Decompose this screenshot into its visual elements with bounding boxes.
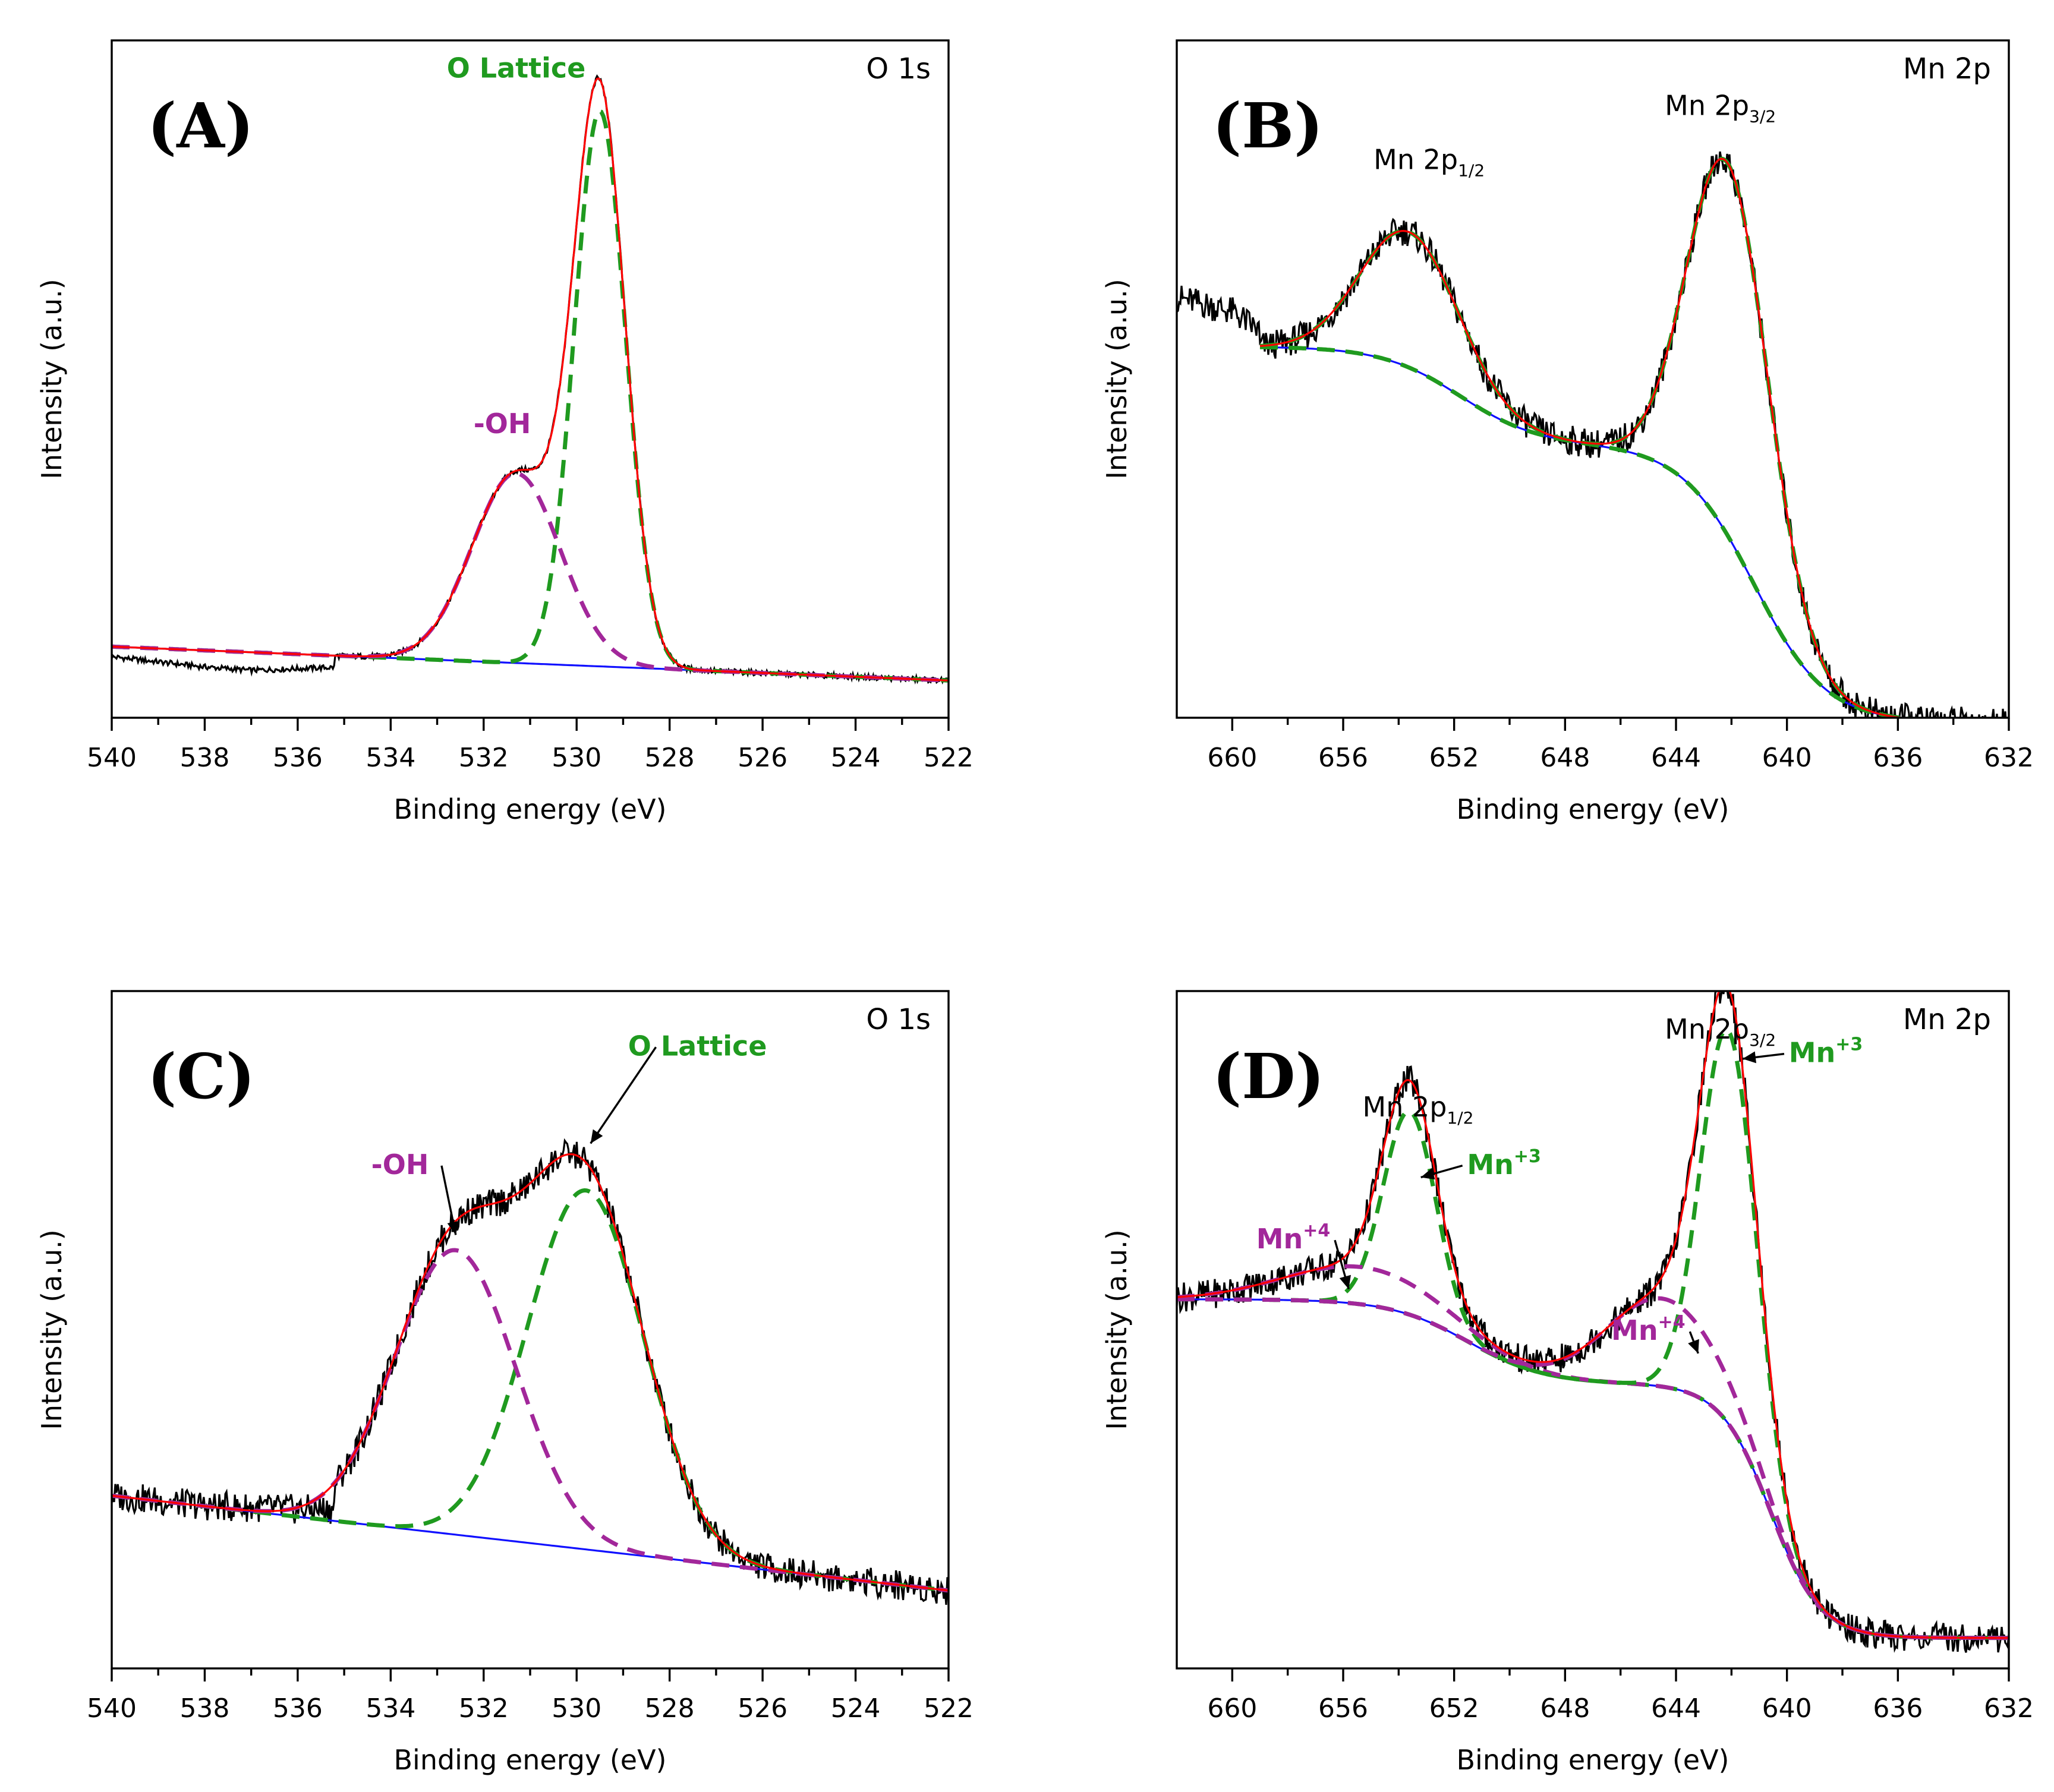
x-tick-label: 540: [87, 1693, 137, 1724]
panel-B: 660 656 652 648 644 640 636 632 Binding energy (…: [1101, 39, 2034, 825]
y-axis-title: Intensity (a.u.): [1101, 279, 1133, 479]
x-tick-label: 632: [1984, 1693, 2034, 1724]
raw-spectrum-line: [112, 1138, 949, 1605]
panel-A: 540 538 536 534 532 530 528 526 524 522 Binding en…: [36, 39, 974, 825]
x-tick-label: 640: [1762, 743, 1812, 773]
x-tick-label: 530: [552, 1693, 601, 1724]
arrowhead: [1743, 1051, 1757, 1064]
panel-C: 540 538 536 534 532 530 528 526 524 522 Binding en…: [36, 990, 974, 1776]
component-peak-2: [112, 1248, 949, 1593]
x-tick-label: 636: [1873, 743, 1923, 773]
x-tick-label: 652: [1429, 1693, 1479, 1724]
component-peak-1: [1177, 1109, 2009, 1640]
x-tick-label: 528: [645, 743, 695, 773]
x-tick-label: 648: [1540, 1693, 1590, 1724]
peak-annotation: Mn+3: [1789, 1034, 1863, 1069]
peak-annotation: O Lattice: [628, 1030, 767, 1062]
region-label: Mn 2p: [1903, 52, 1991, 86]
panel-letter: (D): [1212, 1040, 1325, 1113]
x-tick-label: 660: [1207, 743, 1257, 773]
plot-area: [1177, 151, 2007, 718]
x-tick-label: 660: [1207, 1693, 1257, 1724]
x-tick-label: 538: [179, 1693, 229, 1724]
x-tick-label: 536: [273, 743, 323, 773]
arrowhead: [1420, 1168, 1435, 1180]
component-peak-1: [1259, 229, 1921, 718]
panel-letter: (A): [147, 89, 254, 162]
x-tick-label: 532: [459, 743, 509, 773]
x-tick-label: 652: [1429, 743, 1479, 773]
peak-annotation: Mn 2p3/2: [1665, 89, 1776, 126]
peak-annotation: Mn+4: [1611, 1312, 1686, 1346]
x-tick-label: 532: [459, 1693, 509, 1724]
x-tick-label: 534: [366, 743, 415, 773]
peak-annotation: Mn+4: [1256, 1220, 1331, 1255]
x-axis-title: Binding energy (eV): [1456, 1744, 1729, 1776]
x-tick-label: 530: [552, 743, 601, 773]
component-peak-2: [112, 471, 949, 683]
x-tick-label: 640: [1762, 1693, 1812, 1724]
x-tick-label: 538: [179, 743, 229, 773]
x-tick-label: 540: [87, 743, 137, 773]
raw-spectrum-line: [1177, 151, 2007, 718]
panel-D: 660 656 652 648 644 640 636 632 Binding energy (…: [1101, 990, 2034, 1776]
y-axis-title: Intensity (a.u.): [36, 279, 68, 479]
fit-envelope-line: [1259, 157, 1908, 718]
x-tick-label: 644: [1651, 743, 1701, 773]
arrowhead: [1688, 1339, 1699, 1354]
fit-envelope-line: [1177, 991, 2009, 1639]
peak-annotation: -OH: [474, 408, 531, 440]
x-tick-label: 526: [738, 743, 787, 773]
plot-area: [112, 74, 949, 685]
x-tick-label: 648: [1540, 743, 1590, 773]
plot-area: [1177, 991, 2009, 1653]
x-axis-title: Binding energy (eV): [1456, 793, 1729, 825]
plot-frame: [1176, 990, 2010, 1670]
background-line: [1259, 346, 1908, 718]
x-tick-label: 632: [1984, 743, 2034, 773]
x-tick-label: 524: [831, 1693, 881, 1724]
plot-frame: [1176, 39, 2010, 719]
x-tick-label: 526: [738, 1693, 787, 1724]
x-tick-label: 522: [924, 1693, 974, 1724]
x-tick-label: 534: [366, 1693, 415, 1724]
component-peak-1: [112, 1188, 949, 1593]
component-peak-1: [112, 109, 949, 683]
x-axis-title: Binding energy (eV): [393, 793, 666, 825]
fit-envelope-line: [112, 77, 949, 682]
x-tick-label: 522: [924, 743, 974, 773]
peak-annotation: Mn 2p1/2: [1363, 1091, 1474, 1128]
panel-letter: (B): [1212, 89, 1323, 162]
region-label: O 1s: [866, 1003, 931, 1036]
arrowhead: [1339, 1274, 1351, 1289]
x-axis-title: Binding energy (eV): [393, 1744, 666, 1776]
plot-area: [112, 1138, 949, 1605]
x-tick-label: 636: [1873, 1693, 1923, 1724]
peak-annotation: Mn 2p3/2: [1665, 1013, 1776, 1050]
x-tick-label: 524: [831, 743, 881, 773]
x-tick-label: 536: [273, 1693, 323, 1724]
arrowhead: [590, 1129, 603, 1144]
annotation-arrow: [590, 1046, 657, 1144]
x-tick-label: 656: [1318, 1693, 1368, 1724]
arrowhead: [447, 1220, 459, 1235]
region-label: O 1s: [866, 52, 931, 86]
panel-letter: (C): [147, 1040, 255, 1113]
peak-annotation: O Lattice: [447, 52, 586, 84]
component-peak-2: [1177, 1264, 2009, 1640]
peak-annotation: Mn+3: [1467, 1146, 1541, 1181]
y-axis-title: Intensity (a.u.): [1101, 1229, 1133, 1430]
y-axis-title: Intensity (a.u.): [36, 1229, 68, 1430]
x-tick-label: 644: [1651, 1693, 1701, 1724]
region-label: Mn 2p: [1903, 1003, 1991, 1036]
peak-annotation: -OH: [371, 1149, 429, 1181]
raw-spectrum-line: [112, 74, 949, 685]
peak-annotation: Mn 2p1/2: [1373, 144, 1485, 181]
fit-envelope-line: [112, 1153, 949, 1592]
x-tick-label: 656: [1318, 743, 1368, 773]
x-tick-label: 528: [645, 1693, 695, 1724]
